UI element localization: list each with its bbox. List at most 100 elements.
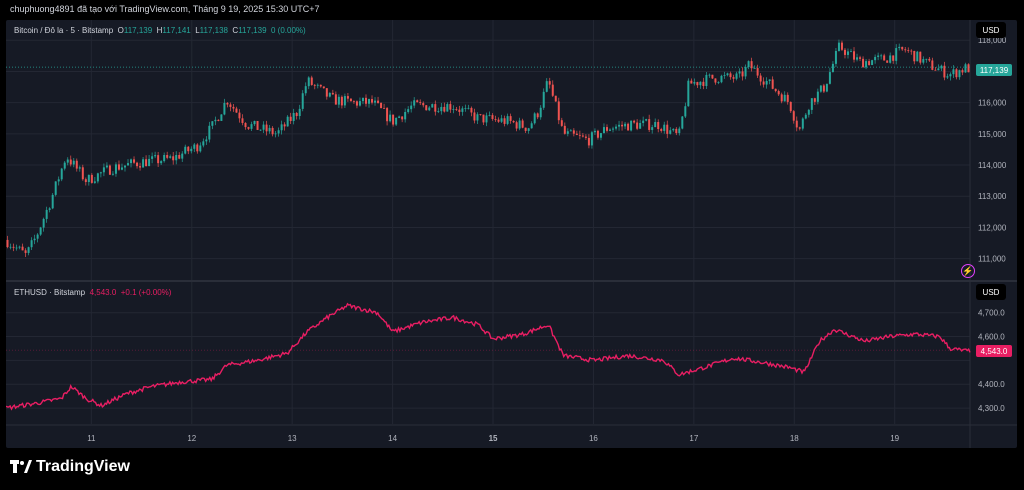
btc-candle-body [271, 127, 274, 135]
eth-symbol[interactable]: ETHUSD · Bitstamp [14, 288, 86, 297]
btc-candle-body [741, 71, 744, 77]
btc-y-tick-label: 112,000 [978, 223, 1007, 232]
btc-candle-body [9, 246, 12, 248]
btc-candle-body [157, 155, 160, 164]
btc-candle-body [584, 136, 587, 138]
btc-candle-body [687, 80, 690, 107]
btc-candle-body [485, 115, 488, 123]
btc-candle-body [458, 109, 461, 112]
btc-candle-body [575, 133, 578, 135]
btc-last-price-tag: 117,139 [976, 64, 1012, 76]
btc-candle-body [154, 155, 157, 157]
eth-currency-button[interactable]: USD [976, 284, 1006, 300]
btc-candle-body [846, 51, 849, 55]
btc-candle-body [21, 246, 24, 251]
btc-candle-body [877, 55, 880, 57]
btc-candle-body [166, 154, 169, 158]
btc-candle-body [675, 128, 678, 134]
btc-open-label: O [117, 26, 124, 35]
btc-candle-body [199, 145, 202, 152]
btc-candle-body [910, 50, 913, 52]
btc-candle-body [837, 42, 840, 51]
btc-candle-body [850, 51, 853, 53]
btc-candle-body [735, 73, 738, 79]
btc-candle-body [425, 105, 428, 111]
btc-candle-body [747, 61, 750, 68]
btc-candle-body [413, 100, 416, 106]
eth-y-tick-label: 4,600.0 [978, 333, 1005, 342]
btc-candle-body [380, 102, 383, 108]
btc-candle-body [916, 51, 919, 62]
btc-candle-body [527, 128, 530, 131]
btc-close-label: C [232, 26, 239, 35]
btc-candle-body [810, 98, 813, 110]
btc-candle-body [452, 108, 455, 110]
btc-candle-body [572, 130, 575, 134]
btc-candle-body [190, 148, 193, 152]
btc-candle-body [220, 114, 223, 121]
btc-candle-body [958, 70, 961, 78]
btc-candle-body [277, 130, 280, 134]
btc-candle-body [919, 51, 922, 63]
btc-candle-body [880, 55, 883, 57]
btc-candle-body [151, 156, 154, 159]
btc-candle-body [96, 173, 99, 182]
btc-candle-body [226, 102, 229, 105]
btc-candle-body [762, 81, 765, 85]
btc-candle-body [148, 158, 151, 167]
btc-y-tick-label: 114,000 [978, 161, 1007, 170]
btc-candle-body [136, 162, 139, 167]
btc-candle-body [952, 69, 955, 75]
btc-candle-body [750, 61, 753, 69]
btc-candle-body [181, 153, 184, 159]
btc-candle-body [268, 127, 271, 132]
btc-candle-body [497, 119, 500, 122]
btc-candle-body [340, 96, 343, 106]
btc-candle-body [539, 107, 542, 118]
btc-candle-body [780, 94, 783, 102]
btc-candle-body [822, 85, 825, 92]
btc-candle-body [624, 123, 627, 127]
btc-candle-body [714, 78, 717, 83]
lightning-icon[interactable]: ⚡ [961, 264, 975, 278]
btc-candle-body [244, 122, 247, 128]
btc-candle-body [717, 82, 720, 83]
btc-candle-body [831, 63, 834, 73]
chart-frame[interactable]: 11 12 13 14 15 16 17 18 19 111,000 112,000 113,000 1… [6, 20, 1017, 448]
btc-candle-body [175, 154, 178, 161]
btc-candle-body [792, 111, 795, 121]
btc-candle-body [93, 181, 96, 183]
btc-candle-body [853, 51, 856, 60]
btc-candle-body [316, 84, 319, 86]
btc-candle-body [30, 240, 33, 248]
btc-candle-body [789, 101, 792, 112]
btc-candle-body [609, 129, 612, 131]
btc-candle-body [862, 58, 865, 68]
btc-candle-body [801, 118, 804, 129]
btc-candle-body [337, 96, 340, 105]
btc-candle-body [422, 103, 425, 106]
btc-candle-body [39, 227, 42, 235]
btc-y-tick-label: 116,000 [978, 99, 1007, 108]
btc-candle-body [120, 167, 123, 170]
btc-candle-body [401, 116, 404, 120]
btc-currency-button[interactable]: USD [976, 22, 1006, 38]
btc-candle-body [479, 114, 482, 116]
btc-candle-body [48, 208, 51, 210]
x-tick-label: 15 [489, 434, 498, 443]
btc-candle-body [371, 99, 374, 103]
btc-candle-body [455, 108, 458, 110]
btc-candle-body [901, 46, 904, 50]
btc-symbol[interactable]: Bitcoin / Đô la · 5 · Bitstamp [14, 26, 114, 35]
btc-candle-body [446, 104, 449, 112]
btc-candle-body [931, 60, 934, 70]
btc-candle-body [358, 101, 361, 106]
btc-candle-body [274, 133, 277, 135]
btc-candle-body [51, 194, 54, 209]
btc-candle-body [756, 68, 759, 76]
btc-candle-body [804, 114, 807, 119]
btc-candle-body [840, 42, 843, 50]
x-tick-label: 18 [790, 434, 799, 443]
btc-candle-body [217, 119, 220, 121]
chart-canvas[interactable]: 11 12 13 14 15 16 17 18 19 111,000 112,000 113,000 1… [6, 20, 1017, 448]
